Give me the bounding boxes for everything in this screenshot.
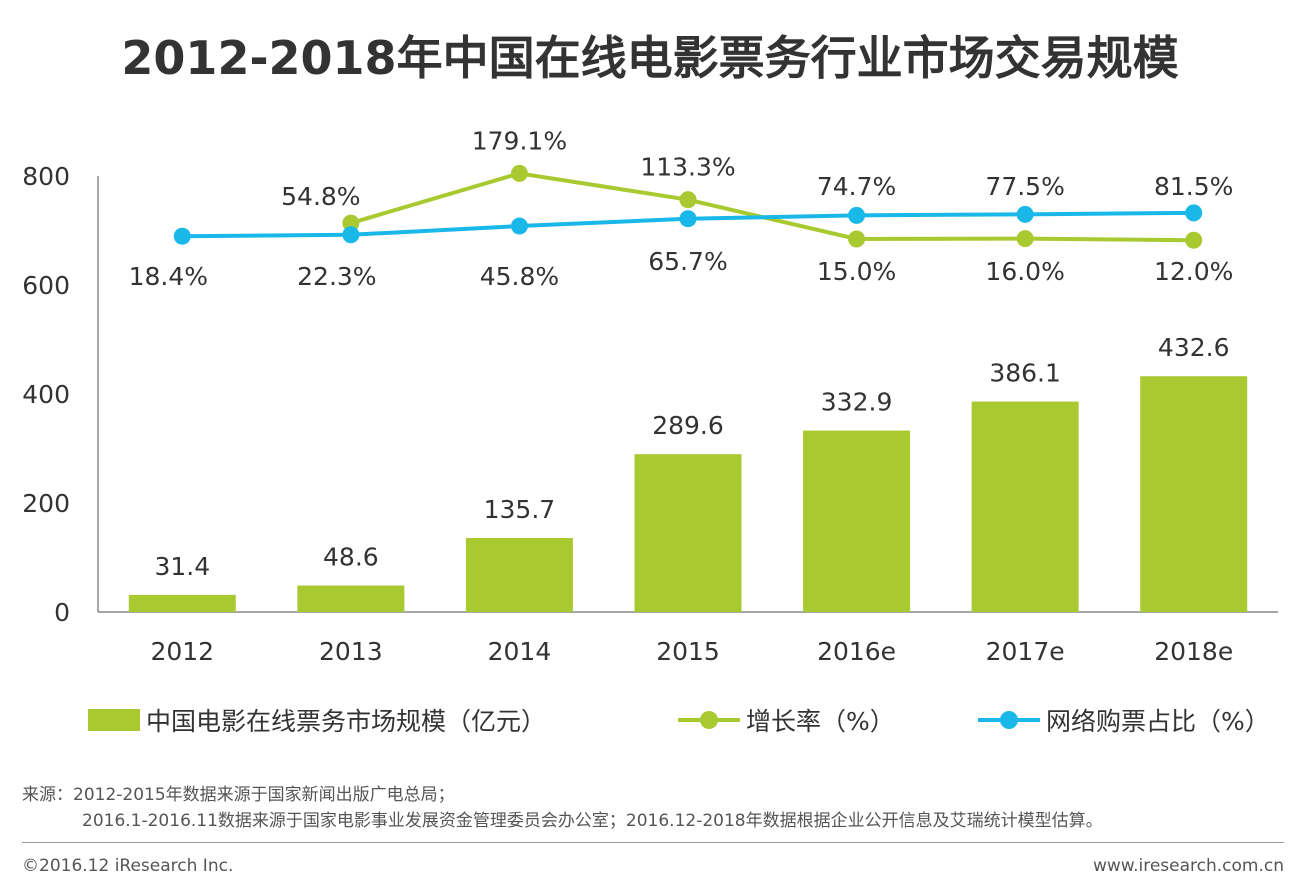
online-share-point <box>1185 204 1203 222</box>
legend-label-market-size: 中国电影在线票务市场规模（亿元） <box>146 707 547 736</box>
legend-label-online: 网络购票占比（%） <box>1046 707 1270 736</box>
bar-value-label: 48.6 <box>323 543 379 572</box>
copyright: ©2016.12 iResearch Inc. <box>22 856 234 876</box>
online-share-point <box>510 217 528 235</box>
online-share-point <box>1016 205 1034 223</box>
x-tick-label: 2015 <box>656 637 720 666</box>
online-share-point <box>679 210 697 228</box>
online-share-value-label: 77.5% <box>985 172 1064 201</box>
growth-value-label: 15.0% <box>817 257 896 286</box>
x-tick-label: 2013 <box>319 637 383 666</box>
growth-value-label: 54.8% <box>281 182 360 211</box>
online-share-value-label: 45.8% <box>480 262 559 291</box>
legend: 中国电影在线票务市场规模（亿元） 增长率（%） 网络购票占比（%） <box>0 700 1300 740</box>
legend-item-market-size: 中国电影在线票务市场规模（亿元） <box>88 700 546 740</box>
growth-value-label: 113.3% <box>640 153 735 182</box>
growth-line <box>350 171 1194 243</box>
source-line-1: 来源：2012-2015年数据来源于国家新闻出版广电总局； <box>22 785 455 805</box>
growth-point <box>679 191 697 209</box>
legend-swatch-growth <box>678 709 740 731</box>
bar-value-label: 386.1 <box>989 359 1061 388</box>
growth-value-label: 12.0% <box>1154 257 1233 286</box>
source-line-2: 2016.1-2016.11数据来源于国家电影事业发展资金管理委员会办公室；20… <box>82 811 1103 831</box>
y-tick-label: 600 <box>22 271 70 300</box>
bar-value-label: 432.6 <box>1158 333 1230 362</box>
x-tick-label: 2014 <box>488 637 552 666</box>
bar <box>634 454 742 612</box>
growth-value-label: 179.1% <box>472 126 567 155</box>
online-share-point <box>342 226 360 244</box>
bar-value-label: 289.6 <box>652 411 724 440</box>
legend-item-online: 网络购票占比（%） <box>978 700 1270 740</box>
legend-swatch-online <box>978 709 1040 731</box>
chart-title: 2012-2018年中国在线电影票务行业市场交易规模 <box>121 31 1179 85</box>
y-tick-label: 400 <box>22 380 70 409</box>
legend-label-growth: 增长率（%） <box>746 707 895 736</box>
bar-value-label: 135.7 <box>484 495 556 524</box>
x-tick-label: 2016e <box>817 637 896 666</box>
y-tick-label: 200 <box>22 489 70 518</box>
online-share-value-label: 18.4% <box>129 262 208 291</box>
bar <box>971 401 1079 612</box>
legend-swatch-bar <box>88 709 140 731</box>
bar <box>128 594 236 612</box>
bar-value-label: 31.4 <box>154 552 210 581</box>
bar <box>1140 376 1248 612</box>
website-link[interactable]: www.iresearch.com.cn <box>1092 856 1284 876</box>
growth-point <box>1016 230 1034 248</box>
growth-point <box>510 164 528 182</box>
y-tick-label: 0 <box>54 598 70 627</box>
x-tick-label: 2017e <box>986 637 1065 666</box>
online-share-point <box>173 227 191 245</box>
growth-point <box>848 230 866 248</box>
bar <box>465 538 573 612</box>
growth-point <box>342 214 360 232</box>
source-note: 来源：2012-2015年数据来源于国家新闻出版广电总局； 2016.1-201… <box>22 782 1103 834</box>
online-share-point <box>848 206 866 224</box>
footer-divider <box>22 842 1284 843</box>
chart-canvas: 0 200 400 600 800 31.4 2012 48.6 2013 135.7 2014 28… <box>22 126 1278 666</box>
legend-item-growth: 增长率（%） <box>678 700 895 740</box>
online-share-value-label: 74.7% <box>817 172 896 201</box>
growth-point <box>1185 231 1203 249</box>
bar <box>803 430 911 612</box>
bar <box>297 585 405 612</box>
online-share-value-label: 81.5% <box>1154 172 1233 201</box>
bar-value-label: 332.9 <box>821 388 893 417</box>
growth-value-label: 16.0% <box>985 257 1064 286</box>
x-tick-label: 2018e <box>1154 637 1233 666</box>
online-share-value-label: 22.3% <box>297 262 376 291</box>
y-tick-label: 800 <box>22 162 70 191</box>
online-share-value-label: 65.7% <box>648 247 727 276</box>
x-tick-label: 2012 <box>150 637 214 666</box>
